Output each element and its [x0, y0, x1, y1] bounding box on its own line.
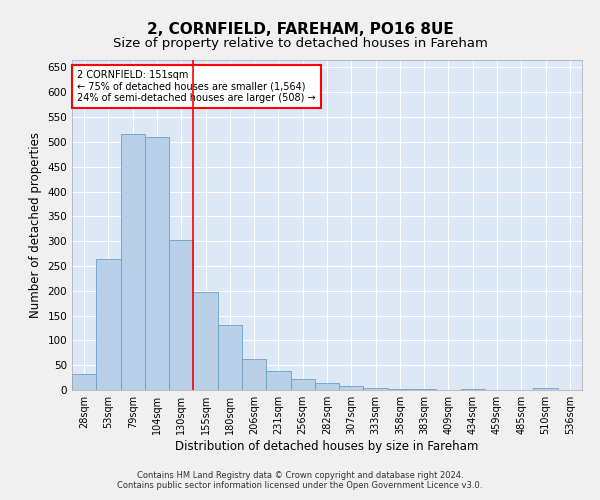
- Bar: [315, 382, 339, 390]
- Text: Contains public sector information licensed under the Open Government Licence v3: Contains public sector information licen…: [118, 480, 482, 490]
- Text: 2, CORNFIELD, FAREHAM, PO16 8UE: 2, CORNFIELD, FAREHAM, PO16 8UE: [146, 22, 454, 38]
- Bar: [169, 240, 193, 390]
- Bar: [121, 134, 145, 390]
- Text: Size of property relative to detached houses in Fareham: Size of property relative to detached ho…: [113, 38, 487, 51]
- Bar: [290, 379, 315, 390]
- Bar: [218, 326, 242, 390]
- Bar: [533, 388, 558, 390]
- Bar: [364, 388, 388, 390]
- Bar: [339, 386, 364, 390]
- Bar: [388, 388, 412, 390]
- Y-axis label: Number of detached properties: Number of detached properties: [29, 132, 42, 318]
- Bar: [96, 260, 121, 390]
- Bar: [193, 292, 218, 390]
- X-axis label: Distribution of detached houses by size in Fareham: Distribution of detached houses by size …: [175, 440, 479, 453]
- Bar: [145, 137, 169, 390]
- Text: 2 CORNFIELD: 151sqm
← 75% of detached houses are smaller (1,564)
24% of semi-det: 2 CORNFIELD: 151sqm ← 75% of detached ho…: [77, 70, 316, 103]
- Bar: [72, 374, 96, 390]
- Bar: [412, 388, 436, 390]
- Bar: [242, 358, 266, 390]
- Text: Contains HM Land Registry data © Crown copyright and database right 2024.: Contains HM Land Registry data © Crown c…: [137, 470, 463, 480]
- Bar: [461, 388, 485, 390]
- Bar: [266, 371, 290, 390]
